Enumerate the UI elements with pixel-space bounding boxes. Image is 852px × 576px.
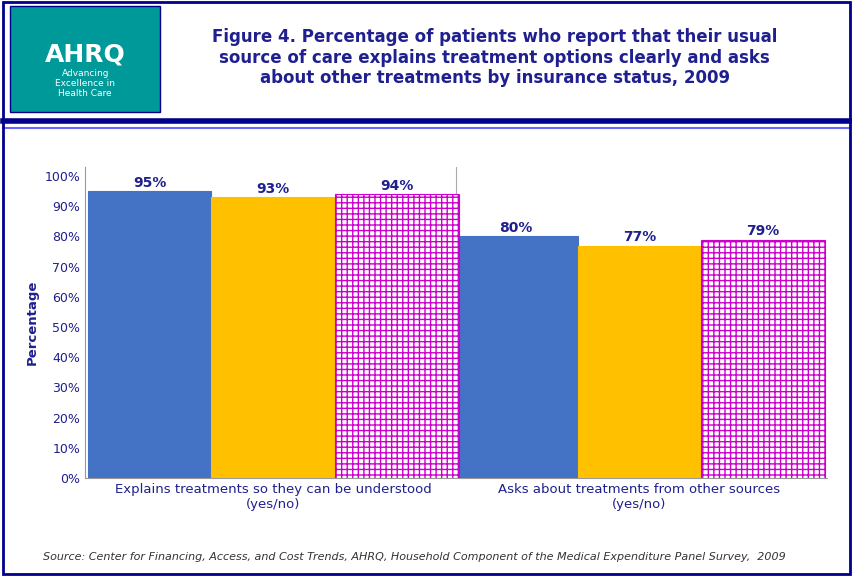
Legend: Any private, Public only, Uninsured: Any private, Public only, Uninsured	[281, 87, 630, 115]
Bar	[211, 197, 335, 478]
Text: AHRQ: AHRQ	[45, 43, 125, 67]
Text: 94%: 94%	[380, 179, 413, 193]
Bar	[88, 191, 211, 478]
Text: Figure 4. Percentage of patients who report that their usual
source of care expl: Figure 4. Percentage of patients who rep…	[212, 28, 776, 88]
Text: 77%: 77%	[622, 230, 655, 244]
Text: 80%: 80%	[498, 221, 532, 235]
Bar	[577, 245, 700, 478]
Y-axis label: Percentage: Percentage	[26, 280, 39, 365]
Text: Advancing
Excellence in
Health Care: Advancing Excellence in Health Care	[55, 69, 115, 98]
Text: Source: Center for Financing, Access, and Cost Trends, AHRQ, Household Component: Source: Center for Financing, Access, an…	[43, 552, 785, 562]
Text: 95%: 95%	[133, 176, 166, 190]
Text: 79%: 79%	[746, 224, 779, 238]
Bar	[700, 240, 824, 478]
Bar	[453, 237, 577, 478]
Text: 93%: 93%	[256, 182, 290, 196]
Bar	[335, 194, 458, 478]
